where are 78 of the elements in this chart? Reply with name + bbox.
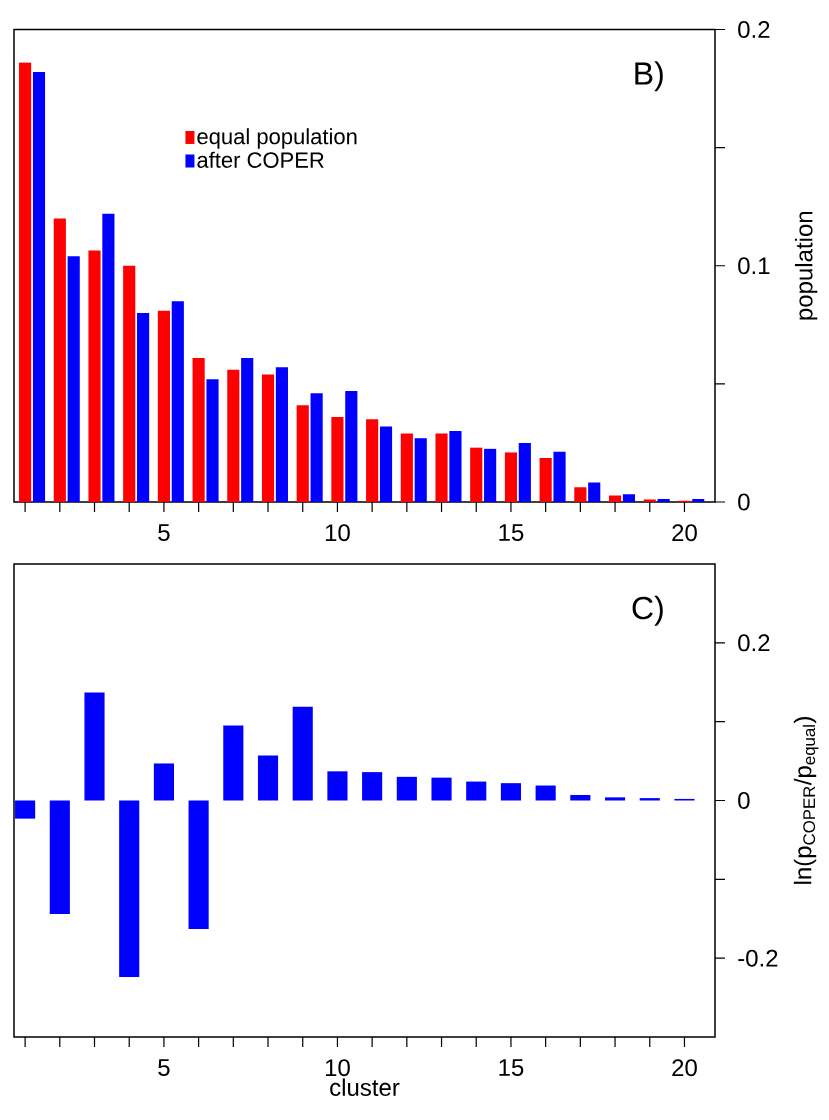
bar	[414, 438, 427, 502]
bar	[19, 62, 32, 502]
bar	[153, 763, 174, 801]
x-tick-label: 5	[158, 1059, 170, 1076]
bar	[188, 800, 209, 929]
annotation: B)	[635, 61, 663, 92]
bar	[137, 313, 150, 502]
bar	[53, 218, 66, 502]
bar	[206, 379, 219, 502]
bar	[227, 369, 240, 502]
bar	[535, 785, 556, 801]
bar	[431, 777, 452, 801]
x-tick-label: 10	[325, 1059, 350, 1077]
bar	[484, 448, 497, 502]
bar	[470, 447, 483, 502]
bar	[275, 367, 288, 502]
y-tick-label: 0	[738, 792, 750, 809]
bar	[622, 494, 636, 502]
bar	[570, 794, 591, 801]
bar	[223, 725, 244, 801]
x-tick-label: 5	[158, 524, 170, 541]
bar	[657, 498, 670, 502]
bar	[500, 783, 522, 801]
bar	[292, 706, 313, 801]
bar	[345, 390, 358, 502]
bar	[157, 310, 170, 502]
x-axis-title: cluster	[330, 1078, 400, 1097]
bar	[88, 250, 101, 502]
bar	[32, 72, 46, 502]
annotation: C)	[632, 595, 663, 626]
bar	[119, 800, 140, 978]
bar	[362, 772, 383, 801]
bar	[171, 301, 184, 502]
bar	[331, 416, 344, 502]
bar	[553, 451, 566, 502]
bar	[449, 431, 462, 502]
y-tick-label: 0	[738, 493, 750, 511]
bar	[123, 265, 136, 502]
bar	[49, 800, 70, 915]
bar	[692, 498, 705, 502]
legend-label: after COPER	[197, 151, 324, 168]
bar	[257, 755, 279, 801]
bar	[574, 487, 587, 502]
bar	[435, 433, 448, 502]
bar	[466, 781, 487, 801]
bar	[588, 482, 601, 502]
y-tick-label: -0.2	[738, 949, 778, 967]
x-tick-label: 15	[499, 524, 524, 541]
bar	[400, 433, 413, 502]
y-tick-label: 0.1	[738, 257, 770, 275]
y-axis-title: population	[794, 211, 818, 320]
bar	[366, 419, 379, 502]
bar	[504, 452, 518, 502]
y-tick-label: 0.2	[738, 21, 770, 38]
x-tick-label: 15	[499, 1059, 524, 1076]
y-axis-title: ln(p$_{COPER}$/p$_{equal}$)	[793, 717, 819, 884]
bar	[67, 256, 80, 502]
bar	[15, 800, 36, 819]
bar	[539, 458, 552, 502]
bar	[379, 426, 393, 502]
y-tick-label: 0.2	[738, 634, 770, 652]
bar	[261, 374, 275, 502]
bar	[310, 393, 323, 502]
x-tick-label: 20	[672, 524, 697, 542]
bar	[296, 405, 309, 502]
bar	[396, 776, 417, 801]
bar	[241, 357, 254, 502]
bar	[643, 499, 656, 502]
bar	[518, 442, 531, 502]
x-tick-label: 20	[672, 1059, 697, 1077]
bar	[327, 771, 348, 801]
bar	[102, 213, 115, 502]
bar	[192, 357, 205, 502]
x-tick-label: 10	[325, 524, 350, 542]
bar	[608, 495, 622, 502]
legend-label: equal population	[197, 128, 357, 149]
bar	[84, 692, 105, 801]
bar	[604, 797, 626, 801]
